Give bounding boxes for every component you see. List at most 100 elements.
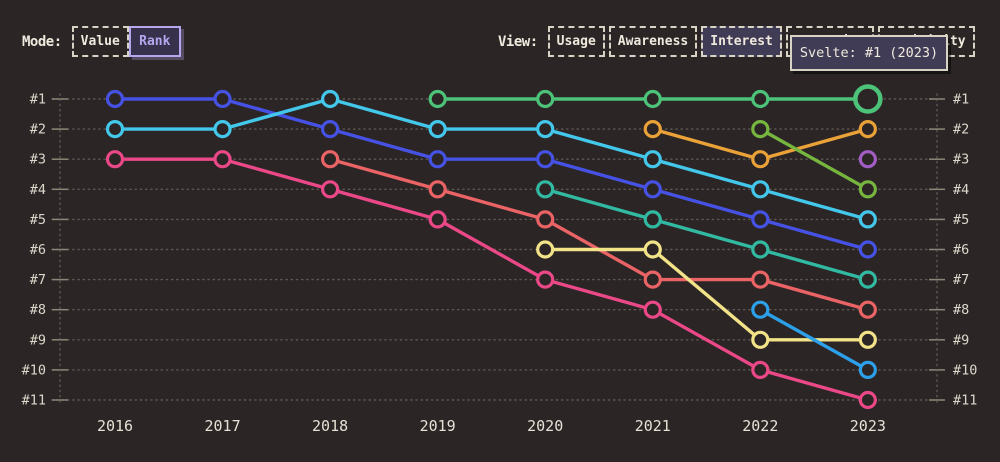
point-series-pink-2017[interactable] (213, 150, 232, 169)
point-series-yellow-2020[interactable] (536, 240, 555, 259)
line-series-blue (115, 97, 869, 252)
point-series-cyan-2019[interactable] (428, 120, 447, 139)
rank-label-right-6: #6 (953, 242, 969, 258)
year-label-2021: 2021 (635, 417, 671, 435)
point-Svelte-2021[interactable] (643, 89, 662, 109)
point-series-cyan-2018[interactable] (321, 89, 340, 109)
point-series-salmon-2022[interactable] (751, 270, 770, 289)
point-series-salmon-2020[interactable] (536, 210, 555, 229)
rank-label-right-2: #2 (953, 122, 969, 138)
rank-label-right-8: #8 (953, 302, 969, 318)
point-series-teal-2021[interactable] (643, 210, 662, 229)
line-series-pink (115, 157, 869, 402)
view-option-interest[interactable]: Interest (701, 26, 782, 57)
rank-label-left-7: #7 (30, 272, 46, 288)
point-series-blue-2021[interactable] (643, 180, 662, 199)
rank-label-left-6: #6 (30, 242, 46, 258)
point-series-sky-2023[interactable] (858, 360, 877, 379)
point-series-salmon-2019[interactable] (428, 180, 447, 199)
point-series-cyan-2022[interactable] (751, 180, 770, 199)
point-series-blue-2019[interactable] (428, 150, 447, 169)
point-series-cyan-2023[interactable] (858, 210, 877, 229)
point-series-cyan-2021[interactable] (643, 150, 662, 169)
rank-label-left-9: #9 (30, 332, 46, 348)
rank-label-left-10: #10 (22, 362, 46, 378)
rank-label-right-9: #9 (953, 332, 969, 348)
point-series-pink-2022[interactable] (751, 360, 770, 379)
mode-toggle-group: Mode: Value Rank (22, 26, 181, 57)
point-series-cyan-2017[interactable] (213, 120, 232, 139)
point-series-yellow-2023[interactable] (858, 330, 877, 349)
point-series-pink-2018[interactable] (321, 180, 340, 199)
point-Svelte-2020[interactable] (536, 89, 555, 109)
tooltip-text: Svelte: #1 (2023) (799, 45, 939, 61)
rank-label-left-4: #4 (30, 182, 46, 198)
point-series-lime-2022[interactable] (751, 120, 770, 139)
point-series-pink-2016[interactable] (105, 150, 125, 169)
rank-label-right-1: #1 (953, 92, 969, 108)
point-series-orange-2022[interactable] (751, 150, 770, 169)
mode-option-rank[interactable]: Rank (128, 26, 181, 57)
point-Svelte-2022[interactable] (751, 89, 770, 109)
mode-buttons: Value Rank (71, 26, 181, 57)
year-label-2023: 2023 (850, 417, 886, 435)
line-series-sky (759, 308, 869, 372)
point-series-pink-2021[interactable] (643, 300, 662, 319)
point-series-lime-2023[interactable] (858, 180, 877, 199)
point-series-salmon-2023[interactable] (858, 300, 877, 319)
point-series-salmon-2018[interactable] (321, 150, 340, 169)
point-series-teal-2023[interactable] (858, 270, 877, 289)
point-series-salmon-2021[interactable] (643, 270, 662, 289)
mode-label: Mode: (22, 33, 62, 50)
rank-label-left-2: #2 (30, 122, 46, 138)
line-series-cyan (115, 97, 869, 222)
year-label-2016: 2016 (97, 417, 133, 435)
rank-label-right-3: #3 (953, 152, 969, 168)
rank-label-right-10: #10 (953, 362, 977, 378)
rank-label-left-8: #8 (30, 302, 46, 318)
point-series-blue-2017[interactable] (213, 89, 232, 109)
view-option-awareness[interactable]: Awareness (608, 26, 698, 57)
rank-label-left-1: #1 (30, 92, 46, 108)
point-series-sky-2022[interactable] (751, 300, 770, 319)
point-series-yellow-2022[interactable] (751, 330, 770, 349)
line-series-lime (759, 127, 869, 191)
point-series-cyan-2020[interactable] (536, 120, 555, 139)
point-series-cyan-2016[interactable] (105, 120, 125, 139)
point-series-pink-2023[interactable] (858, 390, 877, 410)
point-series-pink-2019[interactable] (428, 210, 447, 229)
point-series-blue-2016[interactable] (105, 89, 125, 109)
rank-label-left-3: #3 (30, 152, 46, 168)
year-label-2022: 2022 (742, 417, 778, 435)
point-series-blue-2022[interactable] (751, 210, 770, 229)
point-series-blue-2018[interactable] (321, 120, 340, 139)
rank-label-right-4: #4 (953, 182, 969, 198)
point-series-blue-2023[interactable] (858, 240, 877, 259)
rank-label-right-11: #11 (953, 393, 977, 409)
year-label-2017: 2017 (204, 417, 240, 435)
point-series-blue-2020[interactable] (536, 150, 555, 169)
point-series-pink-2020[interactable] (536, 270, 555, 289)
year-label-2019: 2019 (420, 417, 456, 435)
view-label: View: (498, 33, 538, 50)
point-series-purple-2023[interactable] (858, 150, 877, 169)
point-series-teal-2020[interactable] (536, 180, 555, 199)
point-series-orange-2021[interactable] (643, 120, 662, 139)
point-series-yellow-2021[interactable] (643, 240, 662, 259)
rank-label-right-5: #5 (953, 212, 969, 228)
mode-option-value[interactable]: Value (71, 26, 129, 57)
line-series-teal (544, 187, 869, 282)
view-option-usage[interactable]: Usage (547, 26, 605, 57)
point-series-orange-2023[interactable] (858, 120, 877, 139)
rank-label-left-11: #11 (22, 393, 46, 409)
point-Svelte-2023-highlighted[interactable] (853, 84, 883, 114)
year-label-2020: 2020 (527, 417, 563, 435)
point-Svelte-2019[interactable] (428, 89, 447, 109)
rank-label-left-5: #5 (30, 212, 46, 228)
point-series-teal-2022[interactable] (751, 240, 770, 259)
year-label-2018: 2018 (312, 417, 348, 435)
tooltip: Svelte: #1 (2023) (790, 35, 948, 71)
rank-label-right-7: #7 (953, 272, 969, 288)
line-series-salmon (329, 157, 869, 312)
